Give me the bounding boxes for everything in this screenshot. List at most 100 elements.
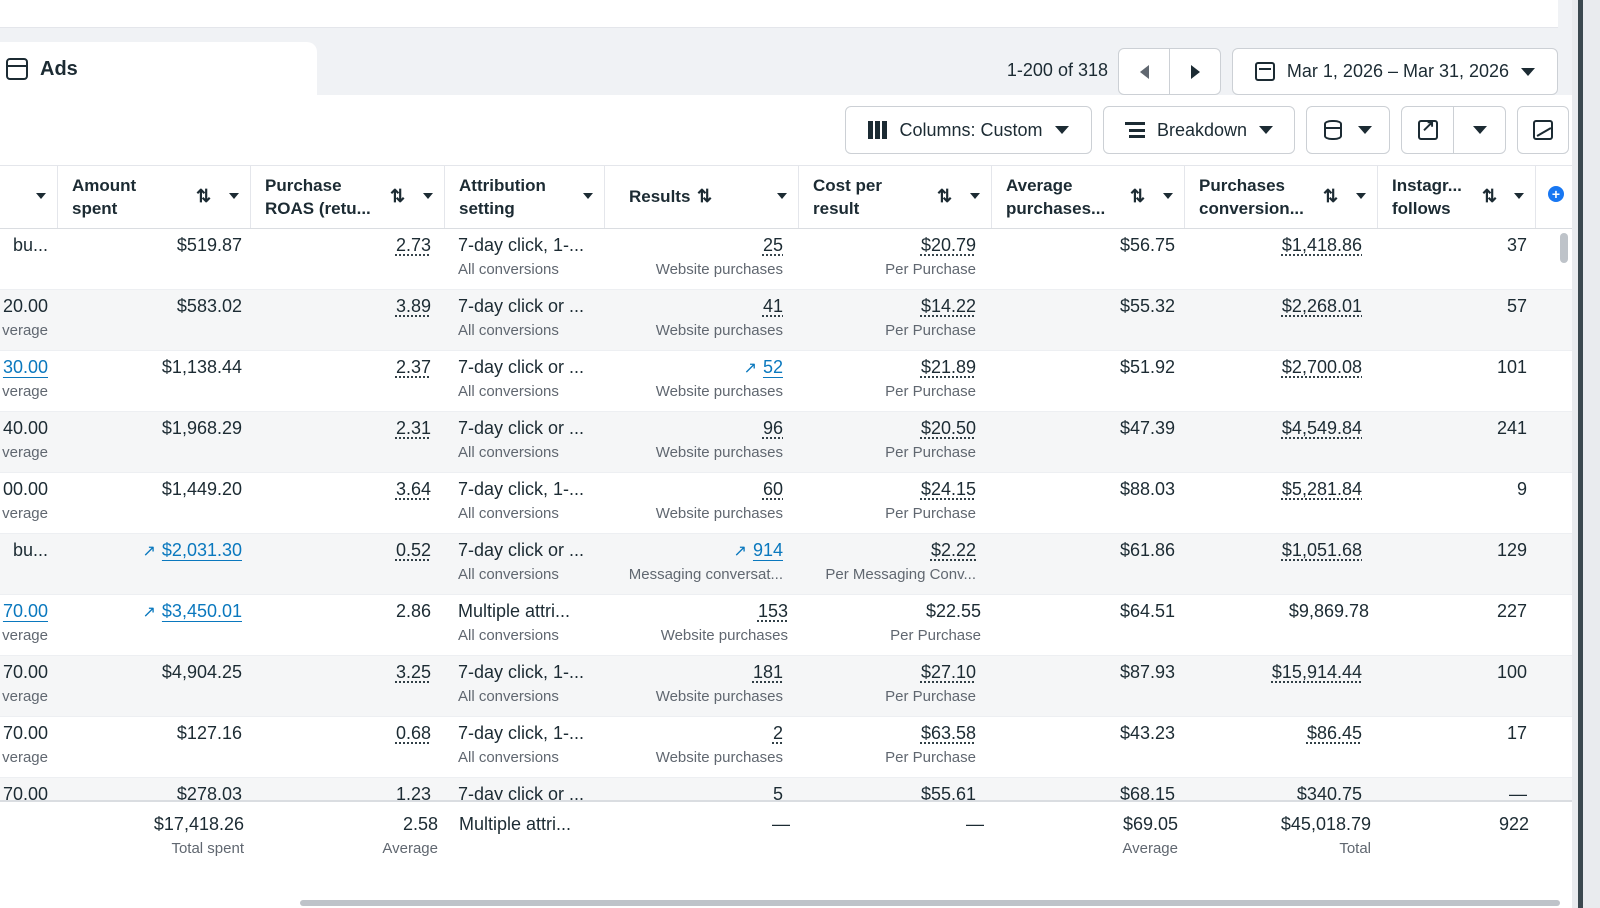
sort-icon[interactable]: ⇅ [390, 186, 406, 206]
cell-value[interactable]: $1,418.86 [1281, 235, 1362, 255]
cell-value[interactable]: $55.61 [920, 784, 976, 800]
cell-value[interactable]: $2,700.08 [1281, 357, 1362, 377]
total-purchases-conversion: $45,018.79 Total [1280, 814, 1371, 857]
header-results[interactable]: Results ⇅ [605, 166, 799, 228]
chevron-down-icon[interactable] [583, 193, 593, 199]
cell-value[interactable]: $5,281.84 [1281, 479, 1362, 499]
header-instagram-follows[interactable]: Instagr... follows ⇅ [1378, 166, 1536, 228]
cell-value[interactable]: 41 [762, 296, 783, 316]
cell-value[interactable]: 153 [757, 601, 788, 621]
cell-value[interactable]: $2,031.30 [161, 540, 242, 560]
cell-value[interactable]: $15,914.44 [1271, 662, 1362, 682]
add-column-icon[interactable]: + [1548, 186, 1564, 202]
next-page-button[interactable] [1169, 48, 1221, 95]
date-range-picker[interactable]: Mar 1, 2026 – Mar 31, 2026 [1232, 48, 1558, 95]
cell-value[interactable]: 2.31 [395, 418, 431, 438]
table-row[interactable]: 20.00 verage $583.02 3.89 7-day click or ...… [0, 290, 1572, 351]
header-cost-per-result[interactable]: Cost per result ⇅ [799, 166, 992, 228]
table-row[interactable]: 30.00 verage $1,138.44 2.37 7-day click or .… [0, 351, 1572, 412]
chevron-down-icon[interactable] [1514, 193, 1524, 199]
header-attribution-setting[interactable]: Attribution setting [445, 166, 605, 228]
cell-value[interactable]: 60 [762, 479, 783, 499]
cell-purchase-roas: 3.25 [396, 662, 431, 683]
header-average-purchases[interactable]: Average purchases... ⇅ [992, 166, 1185, 228]
header-name-partial[interactable] [0, 166, 58, 228]
cell-value[interactable]: 3.25 [395, 662, 431, 682]
table-row[interactable]: bu... $519.87 2.73 7-day click, 1-... All co… [0, 229, 1572, 290]
cell-value[interactable]: 52 [762, 357, 783, 377]
cell-value[interactable]: 5 [772, 784, 783, 800]
table-row[interactable]: 70.00 verage $127.16 0.68 7-day click, 1-...… [0, 717, 1572, 778]
sort-icon[interactable]: ⇅ [1130, 186, 1146, 206]
table-row[interactable]: 70.00 verage ↗ $3,450.01 2.86 Multiple attri.… [0, 595, 1572, 656]
cell-value[interactable]: 3.64 [395, 479, 431, 499]
cell-value[interactable]: $86.45 [1306, 723, 1362, 743]
cell-value[interactable]: $20.79 [920, 235, 976, 255]
table-row[interactable]: 70.00 verage $4,904.25 3.25 7-day click, 1-.… [0, 656, 1572, 717]
horizontal-scrollbar[interactable] [300, 900, 1560, 906]
cell-value: 37 [1506, 235, 1527, 255]
chevron-down-icon[interactable] [777, 193, 787, 199]
cell-value[interactable]: $2,268.01 [1281, 296, 1362, 316]
cell-value: 70.00 [2, 723, 48, 743]
cell-value[interactable]: $21.89 [920, 357, 976, 377]
cell-value[interactable]: 2.73 [395, 235, 431, 255]
cell-value[interactable]: $2.22 [930, 540, 976, 560]
cell-value[interactable]: 2.37 [395, 357, 431, 377]
cell-value[interactable]: $1,051.68 [1281, 540, 1362, 560]
cell-name-partial: 70.00 verage [2, 662, 48, 705]
table-row[interactable]: bu... ↗ $2,031.30 0.52 7-day click or ... All… [0, 534, 1572, 595]
cell-value[interactable]: 3.89 [395, 296, 431, 316]
cell-value[interactable]: 2 [772, 723, 783, 743]
cell-value[interactable]: 25 [762, 235, 783, 255]
table-row[interactable]: 70.00 $278.03 1.23 7-day click or ... 5 $55.6… [0, 778, 1572, 800]
cell-value[interactable]: 0.52 [395, 540, 431, 560]
table-row[interactable]: 40.00 verage $1,968.29 2.31 7-day click or .… [0, 412, 1572, 473]
header-purchase-roas[interactable]: Purchase ROAS (retu... ⇅ [251, 166, 445, 228]
cell-value: 17 [1506, 723, 1527, 743]
cell-value[interactable]: $20.50 [920, 418, 976, 438]
chevron-down-icon[interactable] [1356, 193, 1366, 199]
cell-value: $68.15 [1119, 784, 1175, 800]
vertical-scrollbar[interactable] [1560, 233, 1568, 263]
sort-icon[interactable]: ⇅ [196, 186, 212, 206]
cell-value[interactable]: $4,549.84 [1281, 418, 1362, 438]
table-row[interactable]: 00.00 verage $1,449.20 3.64 7-day click, 1-.… [0, 473, 1572, 534]
cell-value[interactable]: 914 [752, 540, 783, 560]
header-purchases-conversion[interactable]: Purchases conversion... ⇅ [1185, 166, 1378, 228]
cell-value[interactable]: 0.68 [395, 723, 431, 743]
cell-value[interactable]: 1.23 [395, 784, 431, 800]
export-button[interactable] [1401, 106, 1454, 154]
prev-page-button[interactable] [1118, 48, 1170, 95]
sort-icon[interactable]: ⇅ [1323, 186, 1339, 206]
cell-value[interactable]: $27.10 [920, 662, 976, 682]
cell-value: bu... [12, 235, 48, 255]
cell-value[interactable]: $340.75 [1296, 784, 1362, 800]
cell-value[interactable]: $63.58 [920, 723, 976, 743]
tab-ads[interactable]: Ads [0, 42, 317, 96]
chevron-down-icon[interactable] [423, 193, 433, 199]
cell-value[interactable]: 30.00 [2, 357, 48, 377]
cell-value[interactable]: 96 [762, 418, 783, 438]
header-amount-spent[interactable]: Amount spent ⇅ [58, 166, 251, 228]
columns-button[interactable]: Columns: Custom [845, 106, 1092, 154]
cell-value[interactable]: $24.15 [920, 479, 976, 499]
sort-icon[interactable]: ⇅ [1482, 186, 1498, 206]
sort-icon[interactable]: ⇅ [697, 186, 713, 206]
cell-value[interactable]: $3,450.01 [161, 601, 242, 621]
cell-cost-per-result: $27.10 Per Purchase [885, 662, 976, 705]
chevron-down-icon [1259, 126, 1274, 134]
reports-button[interactable] [1306, 106, 1390, 154]
cell-value[interactable]: 181 [752, 662, 783, 682]
cell-value: 7-day click, 1-... [458, 723, 585, 743]
chevron-down-icon[interactable] [970, 193, 980, 199]
export-dropdown-button[interactable] [1453, 106, 1506, 154]
cell-value[interactable]: $14.22 [920, 296, 976, 316]
cell-value[interactable]: 70.00 [2, 601, 48, 621]
charts-button[interactable] [1517, 106, 1569, 154]
chevron-down-icon[interactable] [1163, 193, 1173, 199]
sort-icon[interactable]: ⇅ [937, 186, 953, 206]
chevron-down-icon[interactable] [229, 193, 239, 199]
cell-instagram-follows: 241 [1497, 418, 1527, 439]
breakdown-button[interactable]: Breakdown [1103, 106, 1295, 154]
